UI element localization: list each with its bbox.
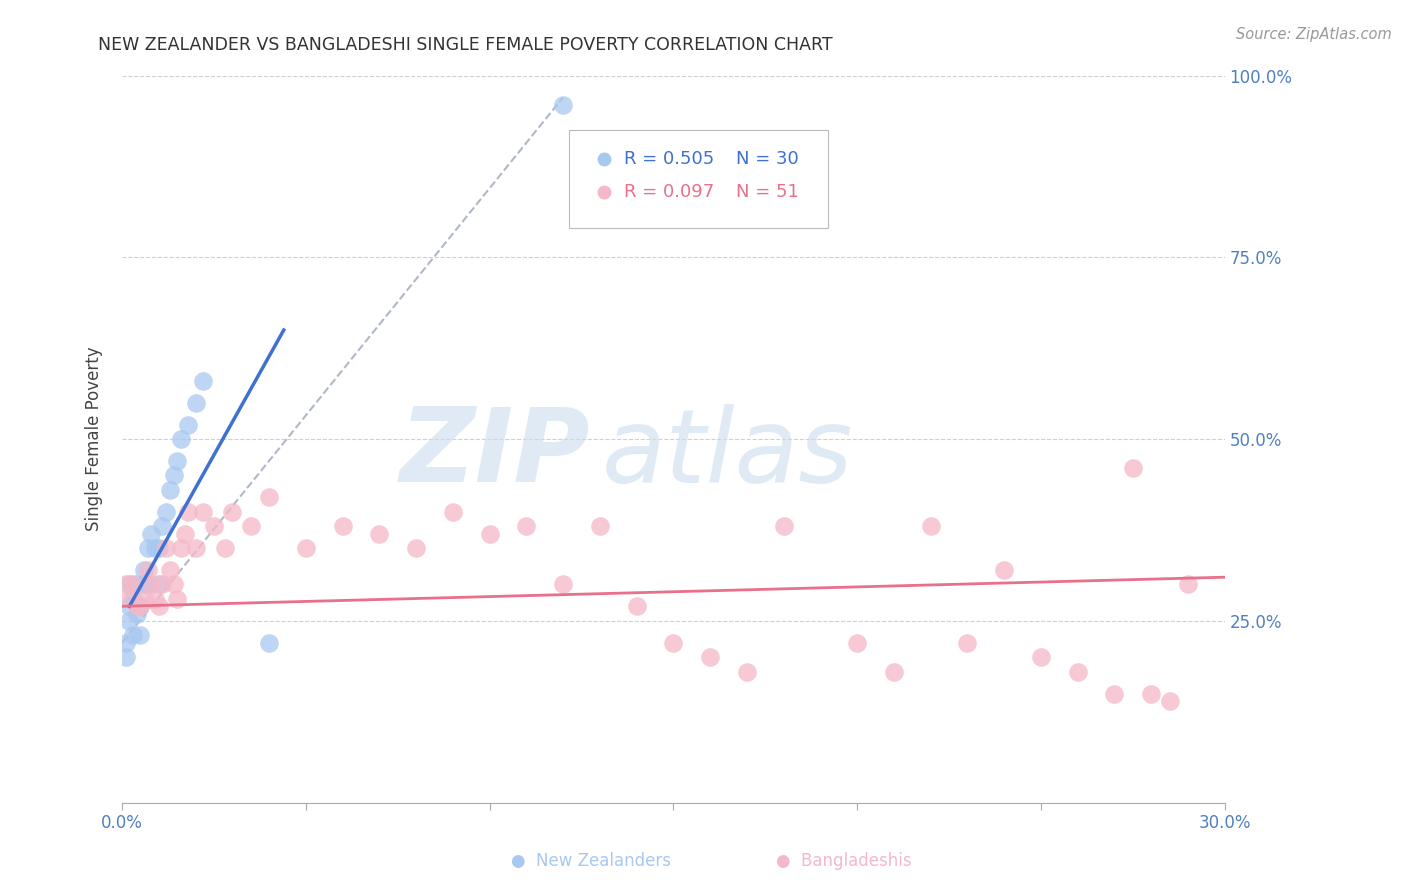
Point [173, 526, 195, 541]
FancyBboxPatch shape [568, 130, 828, 228]
Point [1159, 694, 1181, 708]
Point [136, 563, 159, 577]
Point [553, 577, 575, 591]
Point [118, 614, 141, 628]
Point [132, 577, 155, 591]
Point [191, 505, 214, 519]
Text: N = 51: N = 51 [737, 183, 799, 201]
Point [170, 432, 193, 446]
Point [143, 541, 166, 555]
Point [114, 650, 136, 665]
Point [118, 599, 141, 614]
Point [148, 541, 170, 555]
Text: ●  Bangladeshis: ● Bangladeshis [776, 852, 911, 870]
Point [125, 577, 148, 591]
Point [1029, 650, 1052, 665]
Point [846, 635, 869, 649]
Point [1140, 687, 1163, 701]
Point [152, 577, 174, 591]
Point [214, 541, 236, 555]
Point [221, 505, 243, 519]
Point [553, 97, 575, 112]
Point [626, 599, 648, 614]
Point [152, 519, 174, 533]
Point [141, 526, 163, 541]
Point [162, 577, 184, 591]
Point [162, 468, 184, 483]
Point [118, 592, 141, 607]
Point [132, 592, 155, 607]
Point [735, 665, 758, 679]
Point [122, 628, 145, 642]
Text: R = 0.505: R = 0.505 [624, 150, 714, 168]
Text: atlas: atlas [602, 403, 853, 504]
Point [170, 541, 193, 555]
Point [184, 395, 207, 409]
Point [1177, 577, 1199, 591]
Point [136, 541, 159, 555]
Point [141, 577, 163, 591]
Point [883, 665, 905, 679]
Point [191, 374, 214, 388]
Point [368, 526, 391, 541]
Point [122, 592, 145, 607]
Point [129, 599, 152, 614]
Point [114, 577, 136, 591]
Text: Source: ZipAtlas.com: Source: ZipAtlas.com [1236, 27, 1392, 42]
Point [405, 541, 427, 555]
Point [132, 563, 155, 577]
Point [239, 519, 262, 533]
Point [136, 577, 159, 591]
Text: NEW ZEALANDER VS BANGLADESHI SINGLE FEMALE POVERTY CORRELATION CHART: NEW ZEALANDER VS BANGLADESHI SINGLE FEMA… [98, 36, 832, 54]
Point [129, 599, 152, 614]
Point [920, 519, 942, 533]
Point [332, 519, 354, 533]
Point [515, 519, 537, 533]
Text: ZIP: ZIP [401, 403, 591, 504]
Text: N = 30: N = 30 [737, 150, 799, 168]
Point [148, 599, 170, 614]
Point [177, 505, 200, 519]
Point [122, 577, 145, 591]
Point [177, 417, 200, 432]
Point [1122, 461, 1144, 475]
Text: R = 0.097: R = 0.097 [624, 183, 714, 201]
Point [129, 628, 152, 642]
Point [257, 490, 280, 504]
Point [143, 592, 166, 607]
Point [166, 454, 188, 468]
Point [155, 505, 177, 519]
Point [159, 483, 181, 497]
Point [159, 563, 181, 577]
Point [662, 635, 685, 649]
Point [699, 650, 721, 665]
Point [148, 577, 170, 591]
Point [772, 519, 794, 533]
Point [125, 607, 148, 621]
Point [257, 635, 280, 649]
Point [478, 526, 501, 541]
Point [118, 577, 141, 591]
Point [295, 541, 318, 555]
Point [202, 519, 225, 533]
Point [166, 592, 188, 607]
Point [184, 541, 207, 555]
Point [1104, 687, 1126, 701]
Y-axis label: Single Female Poverty: Single Female Poverty [86, 347, 103, 532]
Point [441, 505, 464, 519]
Point [114, 635, 136, 649]
Point [589, 519, 612, 533]
Point [125, 599, 148, 614]
Text: ●  New Zealanders: ● New Zealanders [510, 852, 671, 870]
Point [1066, 665, 1088, 679]
Point [956, 635, 979, 649]
Point [993, 563, 1015, 577]
Point [155, 541, 177, 555]
